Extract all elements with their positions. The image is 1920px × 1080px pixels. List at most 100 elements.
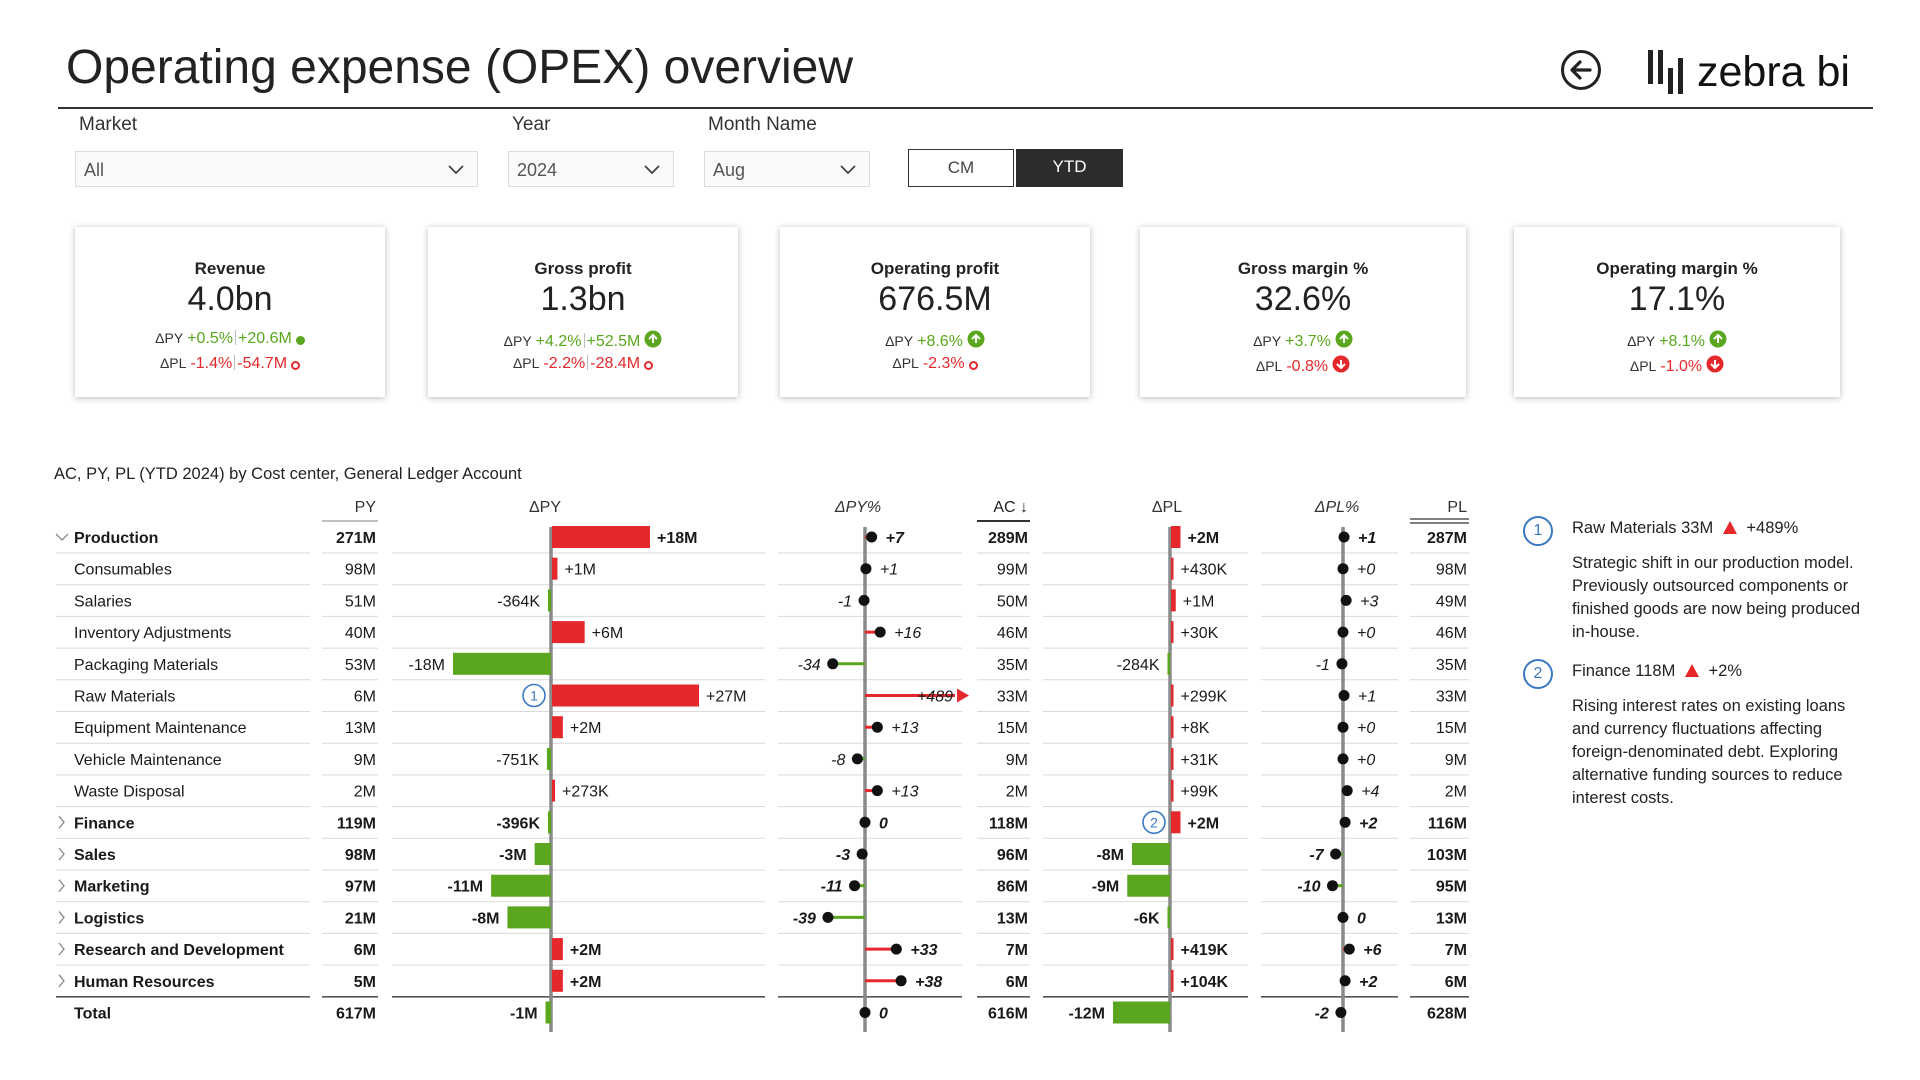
- delta-pl-bar: [1167, 652, 1170, 675]
- delta-pl-bar: [1171, 716, 1174, 739]
- kpi-delta-row: ΔPY +8.1%: [1514, 330, 1840, 351]
- delta-pl-pct-head: [1337, 563, 1349, 575]
- month-filter-label: Month Name: [708, 114, 817, 135]
- triangle-up-icon: [1684, 664, 1699, 677]
- delta-pl-pct-label: 0: [1357, 910, 1366, 927]
- delta-pl-pct-head: [1340, 594, 1352, 606]
- delta-pl-pct-label: +2: [1359, 815, 1377, 832]
- py-value: 9M: [354, 752, 376, 769]
- delta-py-bar: [548, 811, 551, 834]
- kpi-delta-row: ΔPY +0.5% +20.6M: [75, 330, 385, 348]
- delta-py-bar: [552, 779, 555, 802]
- row-label: Marketing: [74, 879, 150, 896]
- chevron-down-icon: [448, 165, 464, 175]
- delta-pl-bar: [1171, 621, 1174, 644]
- delta-py-pct-label: 0: [879, 1006, 888, 1023]
- delta-py-pct-label: -8: [831, 752, 845, 769]
- delta-pl-pct-label: +1: [1358, 689, 1376, 706]
- delta-pl-pct-head: [1337, 911, 1349, 923]
- delta-py-pct-head: [856, 848, 868, 860]
- kpi-delta-row: ΔPL -2.3%: [780, 355, 1090, 373]
- py-value: 271M: [336, 530, 376, 547]
- toggle-cm[interactable]: CM: [908, 149, 1014, 187]
- kpi-delta-row: ΔPL -0.8%: [1140, 355, 1466, 376]
- pl-value: 116M: [1428, 815, 1467, 832]
- logo: zebra bi: [1648, 48, 1850, 96]
- delta-pl-bar: [1171, 747, 1174, 770]
- delta-pl-bar: [1113, 1001, 1170, 1024]
- delta-pl-pct-head: [1339, 975, 1351, 987]
- delta-py-bar: [491, 874, 551, 897]
- month-dropdown-value: Aug: [713, 160, 746, 180]
- delta-pl-label: +2M: [1188, 530, 1220, 547]
- chevron-down-icon: [644, 165, 660, 175]
- delta-py-pct-head: [874, 626, 886, 638]
- delta-py-bar: [546, 747, 551, 770]
- delta-py-pct-head: [849, 880, 861, 892]
- pl-value: 9M: [1445, 752, 1467, 769]
- row-label: Vehicle Maintenance: [74, 752, 222, 769]
- row-label: Sales: [74, 847, 116, 864]
- ac-value: 2M: [1006, 784, 1028, 801]
- delta-pl-pct-label: +2: [1359, 974, 1377, 991]
- py-value: 97M: [345, 879, 376, 896]
- pl-value: 95M: [1436, 879, 1467, 896]
- delta-py-pct-label: +7: [886, 530, 905, 547]
- kpi-delta-row: ΔPY +3.7%: [1140, 330, 1466, 351]
- kpi-delta-percent: -2.2%: [543, 355, 586, 372]
- delta-pl-label: +2M: [1188, 815, 1220, 832]
- ac-value: 96M: [997, 847, 1028, 864]
- back-arrow-icon[interactable]: [1560, 49, 1602, 91]
- market-dropdown[interactable]: All: [75, 151, 478, 187]
- note-heading-change: +2%: [1708, 662, 1743, 680]
- ac-value: 99M: [997, 562, 1028, 579]
- delta-pl-bar: [1127, 874, 1170, 897]
- delta-pl-label: -8M: [1096, 847, 1124, 864]
- py-value: 53M: [345, 657, 376, 674]
- delta-pl-pct-label: +0: [1357, 562, 1375, 579]
- delta-py-label: -11M: [448, 879, 484, 896]
- kpi-delta-label: ΔPL: [892, 355, 919, 371]
- delta-pl-bar: [1132, 843, 1170, 865]
- delta-pl-bar: [1171, 557, 1174, 580]
- row-label: Salaries: [74, 593, 132, 610]
- note-marker-number: 2: [1150, 814, 1158, 830]
- delta-py-pct-head: [866, 531, 878, 543]
- delta-pl-bar: [1171, 938, 1174, 961]
- arrow-down-circle-icon: [1706, 355, 1724, 373]
- delta-pl-bar: [1171, 969, 1174, 992]
- ac-value: 46M: [997, 625, 1028, 642]
- kpi-value: 676.5M: [878, 280, 992, 318]
- note-marker: 1: [1523, 516, 1553, 546]
- kpi-title: Gross profit: [534, 259, 632, 278]
- delta-py-pct-head: [858, 594, 870, 606]
- delta-pl-pct-head: [1327, 880, 1338, 892]
- month-dropdown[interactable]: Aug: [704, 151, 870, 187]
- delta-py-pct-label: +38: [915, 974, 942, 991]
- delta-pl-label: +430K: [1181, 562, 1228, 579]
- note-heading-change: +489%: [1746, 519, 1799, 537]
- kpi-delta-separator: [583, 333, 585, 348]
- kpi-card: Operating profit 676.5M ΔPY +8.6% ΔPL -2.3%: [780, 227, 1090, 397]
- year-dropdown[interactable]: 2024: [508, 151, 674, 187]
- row-label: Research and Development: [74, 942, 285, 959]
- status-dot-negative-icon: [291, 361, 301, 370]
- delta-py-bar: [453, 652, 551, 675]
- chevron-right-icon: [58, 879, 65, 893]
- delta-py-pct-head: [871, 721, 883, 733]
- delta-py-pct-head: [859, 1007, 871, 1018]
- pl-value: 6M: [1445, 974, 1467, 991]
- py-value: 98M: [345, 562, 376, 579]
- kpi-delta-percent: +8.1%: [1659, 333, 1705, 350]
- kpi-delta-row: ΔPL -2.2% -28.4M: [428, 355, 738, 373]
- kpi-delta-percent: +0.5%: [187, 330, 234, 347]
- kpi-card: Gross margin % 32.6% ΔPY +3.7% ΔPL -0.8%: [1140, 227, 1466, 397]
- toggle-ytd[interactable]: YTD: [1016, 149, 1123, 187]
- note-body: Rising interest rates on existing loans …: [1572, 697, 1846, 807]
- chevron-right-icon: [58, 847, 65, 861]
- column-header-pl: PL: [1447, 499, 1467, 516]
- py-value: 617M: [336, 1006, 376, 1023]
- delta-py-pct-head: [851, 753, 863, 765]
- column-header-delta-py-pct: ΔPY%: [834, 499, 881, 516]
- ac-value: 6M: [1006, 974, 1028, 991]
